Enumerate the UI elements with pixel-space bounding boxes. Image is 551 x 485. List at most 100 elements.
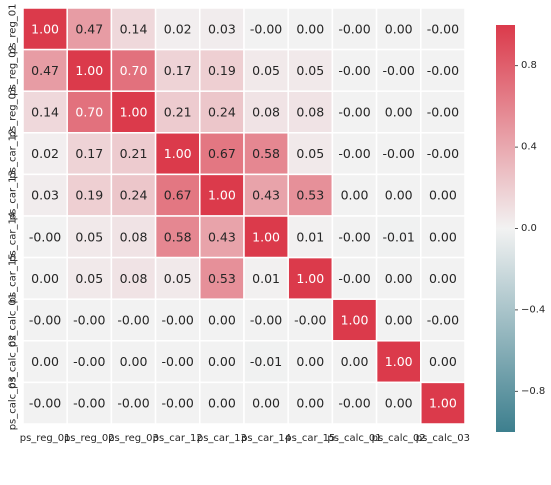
cell-value-label-1-3: 0.17 (164, 63, 192, 78)
cell-value-label-8-7: 0.00 (341, 354, 369, 369)
heatmap-cell-7-2 (110, 298, 157, 342)
cell-value-label-5-1: 0.05 (75, 229, 103, 244)
cell-value-label-5-4: 0.43 (208, 229, 236, 244)
cell-value-label-5-8: -0.01 (383, 229, 415, 244)
heatmap-cell-8-0 (22, 340, 68, 384)
cell-value-label-0-6: 0.00 (296, 21, 324, 36)
cell-value-label-6-2: 0.08 (120, 271, 148, 286)
cell-value-label-5-5: 1.00 (252, 229, 280, 244)
cell-value-label-3-4: 0.67 (208, 146, 236, 161)
cell-value-label-6-0: 0.00 (31, 271, 59, 286)
heatmap-cell-9-3 (154, 381, 201, 425)
cell-value-label-9-6: 0.00 (296, 396, 324, 411)
heatmap-cell-0-0 (22, 7, 68, 51)
x-tick-label-ps_car_14: ps_car_14 (241, 433, 291, 444)
heatmap-cell-9-7 (331, 381, 378, 425)
cell-value-label-2-1: 0.70 (75, 105, 103, 120)
heatmap-cell-9-4 (199, 381, 245, 425)
cell-value-label-6-9: 0.00 (429, 271, 457, 286)
cell-value-label-3-9: -0.00 (427, 146, 459, 161)
cell-value-label-9-3: -0.00 (162, 396, 194, 411)
heatmap-cell-7-7 (331, 298, 378, 342)
cell-value-label-7-4: 0.00 (208, 313, 236, 328)
cell-value-label-0-4: 0.03 (208, 21, 236, 36)
cell-value-label-2-9: -0.00 (427, 105, 459, 120)
cell-value-label-1-0: 0.47 (31, 63, 59, 78)
y-axis-tick-labels: ps_reg_01ps_reg_02ps_reg_03ps_car_12ps_c… (8, 3, 19, 430)
heatmap-cell-5-3 (154, 215, 201, 259)
cell-value-label-3-2: 0.21 (120, 146, 148, 161)
heatmap-cell-2-0 (22, 90, 68, 134)
cell-value-label-5-7: -0.00 (338, 229, 370, 244)
heatmap-cell-8-4 (199, 340, 245, 384)
cell-value-label-0-7: -0.00 (338, 21, 370, 36)
y-tick-label-ps_reg_01: ps_reg_01 (8, 3, 19, 54)
cell-value-label-1-5: 0.05 (252, 63, 280, 78)
cell-value-label-1-1: 1.00 (75, 63, 103, 78)
heatmap-cell-9-5 (243, 381, 289, 425)
y-tick-label-ps_reg_02: ps_reg_02 (8, 45, 19, 96)
heatmap-cell-7-1 (66, 298, 113, 342)
cell-value-label-4-4: 1.00 (208, 188, 236, 203)
x-tick-label-ps_car_15: ps_car_15 (285, 433, 335, 444)
heatmap-cell-1-5 (243, 48, 289, 92)
cell-value-label-3-0: 0.02 (31, 146, 59, 161)
heatmap-cell-6-0 (22, 256, 68, 300)
cell-value-label-8-8: 1.00 (385, 354, 413, 369)
heatmap-cells (22, 7, 466, 425)
cell-value-label-2-2: 1.00 (120, 105, 148, 120)
cell-value-label-8-5: -0.01 (250, 354, 282, 369)
cell-value-label-1-8: -0.00 (383, 63, 415, 78)
cell-value-label-5-9: 0.00 (429, 229, 457, 244)
cell-value-label-0-8: 0.00 (385, 21, 413, 36)
cell-value-label-8-2: 0.00 (120, 354, 148, 369)
y-tick-label-ps_reg_03: ps_reg_03 (8, 87, 19, 138)
cell-value-label-6-3: 0.05 (164, 271, 192, 286)
x-tick-label-ps_calc_03: ps_calc_03 (416, 433, 470, 444)
cell-value-label-2-3: 0.21 (164, 105, 192, 120)
cell-value-label-0-2: 0.14 (120, 21, 148, 36)
heatmap-cell-6-5 (243, 256, 289, 300)
heatmap-cell-9-9 (420, 381, 466, 425)
cell-value-label-0-5: -0.00 (250, 21, 282, 36)
heatmap-cell-5-4 (199, 215, 245, 259)
cell-value-label-4-8: 0.00 (385, 188, 413, 203)
x-tick-label-ps_car_13: ps_car_13 (197, 433, 247, 444)
heatmap-cell-9-2 (110, 381, 157, 425)
cell-value-label-2-0: 0.14 (31, 105, 59, 120)
cell-value-label-7-8: 0.00 (385, 313, 413, 328)
y-tick-label-ps_car_14: ps_car_14 (8, 212, 19, 262)
heatmap-cell-3-0 (22, 132, 68, 176)
heatmap-cell-6-7 (331, 256, 378, 300)
heatmap-cell-4-1 (66, 173, 113, 217)
cell-value-label-7-9: -0.00 (427, 313, 459, 328)
cell-value-label-0-0: 1.00 (31, 21, 59, 36)
heatmap-cell-4-9 (420, 173, 466, 217)
cell-value-label-3-8: -0.00 (383, 146, 415, 161)
heatmap-cell-3-5 (243, 132, 289, 176)
cell-value-label-7-5: -0.00 (250, 313, 282, 328)
cell-value-label-1-4: 0.19 (208, 63, 236, 78)
heatmap-cell-6-3 (154, 256, 201, 300)
cell-value-label-9-2: -0.00 (117, 396, 149, 411)
cell-value-label-9-4: 0.00 (208, 396, 236, 411)
heatmap-cell-7-4 (199, 298, 245, 342)
heatmap-cell-2-1 (66, 90, 113, 134)
colorbar-tick-label-4: 0.8 (521, 60, 537, 71)
heatmap-cell-8-6 (287, 340, 334, 384)
cell-value-label-3-3: 1.00 (164, 146, 192, 161)
cell-value-label-1-7: -0.00 (338, 63, 370, 78)
cell-value-label-9-5: 0.00 (252, 396, 280, 411)
colorbar-gradient (496, 25, 515, 432)
x-axis-tick-labels: ps_reg_01ps_reg_02ps_reg_03ps_car_12ps_c… (20, 433, 470, 444)
colorbar-tick-label-2: 0.0 (521, 223, 537, 234)
x-tick-label-ps_car_12: ps_car_12 (153, 433, 203, 444)
heatmap-cell-8-7 (331, 340, 378, 384)
cell-value-label-3-7: -0.00 (338, 146, 370, 161)
x-tick-label-ps_reg_01: ps_reg_01 (20, 433, 71, 444)
cell-value-label-0-1: 0.47 (75, 21, 103, 36)
cell-value-label-7-3: -0.00 (162, 313, 194, 328)
heatmap-cell-4-7 (331, 173, 378, 217)
cell-value-label-0-9: -0.00 (427, 21, 459, 36)
cell-value-label-8-4: 0.00 (208, 354, 236, 369)
